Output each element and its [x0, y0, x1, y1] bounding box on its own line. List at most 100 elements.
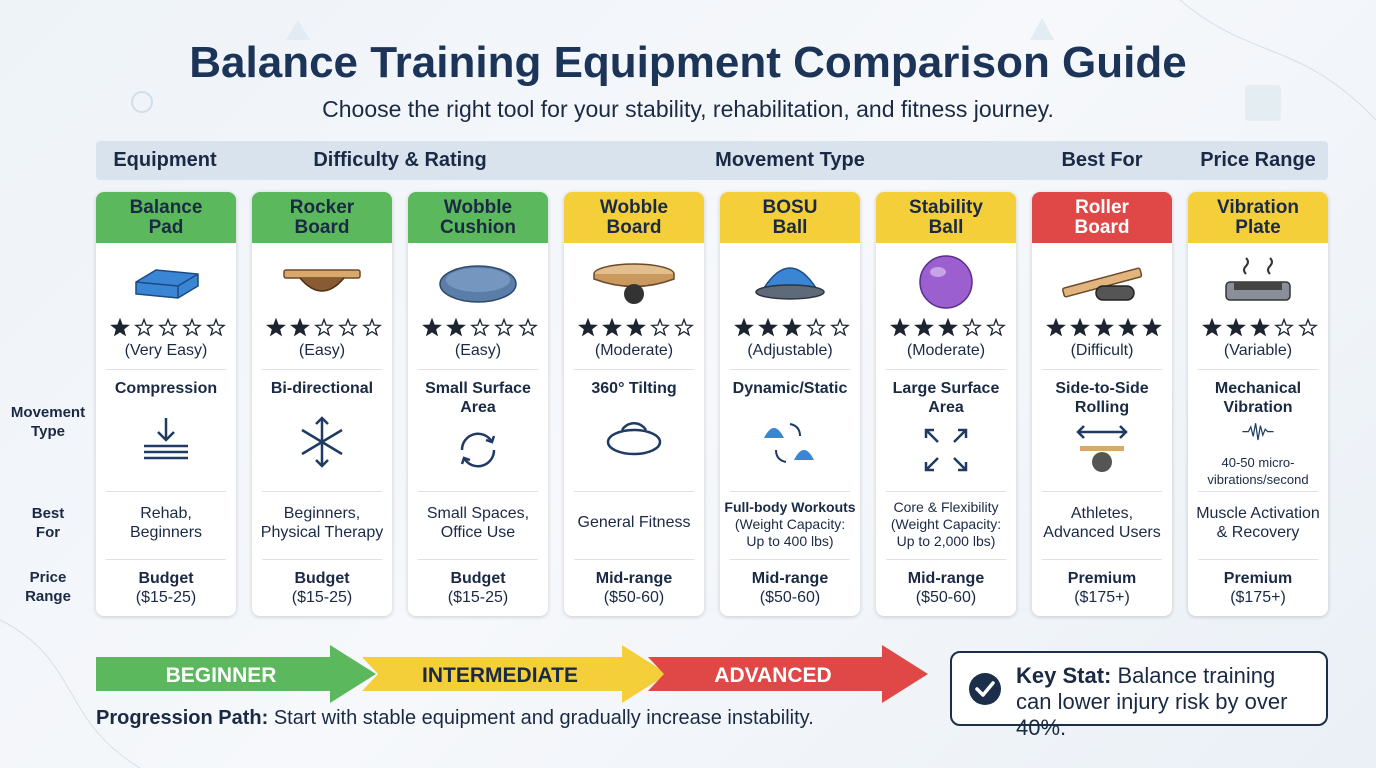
best-for-line: Athletes, — [1070, 505, 1134, 522]
best-for-line: Full-body Workouts — [724, 499, 856, 515]
divider — [1198, 491, 1318, 492]
movement-line: Dynamic/Static — [732, 380, 848, 397]
level-label: BEGINNER — [165, 664, 277, 687]
rating-stars — [422, 317, 538, 337]
row-label-line: For — [35, 524, 61, 541]
star — [1046, 317, 1066, 337]
movement-note: 40-50 micro-vibrations/second — [1188, 454, 1328, 488]
key-stat-label: Key Stat: — [1016, 663, 1112, 688]
rating — [110, 317, 226, 337]
price-line: Mid-range — [751, 570, 829, 587]
star — [134, 317, 154, 337]
best-for-line: Beginners — [129, 524, 203, 541]
card-header: BOSU Ball — [720, 192, 860, 243]
best-for-line: Beginners, — [283, 505, 361, 522]
best-for: Beginners, Physical Therapy — [252, 504, 392, 542]
divider — [1198, 559, 1318, 560]
price-line: Budget — [450, 570, 506, 587]
movement-icon — [144, 418, 188, 460]
row-label-line: Price — [29, 569, 67, 586]
best-for-line: (Weight Capacity: — [890, 516, 1002, 532]
card-header: Balance Pad — [96, 192, 236, 243]
best-for-line: Rehab, — [140, 505, 192, 522]
price-line: Premium — [1223, 570, 1293, 587]
price-line: Budget — [138, 570, 194, 587]
star — [1118, 317, 1138, 337]
price: Mid-range ($50-60) — [876, 569, 1016, 607]
best-for-line: & Recovery — [1216, 524, 1300, 541]
star — [1226, 317, 1246, 337]
equipment-card: Vibration Plate (Variable) Mechanical Vibrat… — [1188, 192, 1328, 616]
equipment-illustration — [755, 267, 825, 300]
movement-icon — [1076, 425, 1128, 472]
column-header: Equipment — [113, 149, 217, 171]
equipment-card: Wobble Cushion (Easy) Small Surface Area Smal… — [408, 192, 548, 616]
star — [650, 317, 670, 337]
price-line: ($50-60) — [759, 589, 821, 606]
star — [1094, 317, 1114, 337]
equipment-illustration — [1062, 267, 1143, 301]
movement-type: Large Surface Area — [876, 379, 1016, 417]
progression-arrows — [96, 645, 928, 703]
divider — [730, 491, 850, 492]
movement-type: Side-to-Side Rolling — [1032, 379, 1172, 417]
card-name: Plate — [1235, 216, 1281, 238]
difficulty: (Moderate) — [594, 342, 674, 359]
column-header: Difficulty & Rating — [313, 149, 487, 171]
star — [962, 317, 982, 337]
divider — [106, 369, 226, 370]
star — [938, 317, 958, 337]
column-header: Movement Type — [715, 149, 865, 171]
rating-stars — [578, 317, 694, 337]
star — [182, 317, 202, 337]
equipment-card: Roller Board (Difficult) Side-to-Side Rollin… — [1032, 192, 1172, 616]
best-for-line: Up to 400 lbs) — [746, 533, 834, 549]
star — [518, 317, 538, 337]
movement-icon — [924, 428, 968, 472]
row-label-line: Best — [31, 505, 65, 522]
level-label: ADVANCED — [714, 664, 832, 687]
best-for: Rehab, Beginners — [96, 504, 236, 542]
star — [1202, 317, 1222, 337]
key-stat-box: Key Stat: Balance training can lower inj… — [950, 651, 1328, 740]
movement-line: Compression — [114, 380, 218, 397]
movement-note-line: vibrations/second — [1207, 472, 1309, 487]
equipment-card: Rocker Board (Easy) Bi-directional Beginners… — [252, 192, 392, 616]
movement-type: Small Surface Area — [408, 379, 548, 417]
best-for: Muscle Activation & Recovery — [1188, 504, 1328, 542]
rating — [1202, 317, 1318, 337]
row-label: Movement Type — [8, 403, 88, 441]
key-stat-text: Key Stat: Balance training can lower inj… — [1016, 663, 1316, 741]
star — [578, 317, 598, 337]
divider — [106, 559, 226, 560]
price: Mid-range ($50-60) — [564, 569, 704, 607]
movement-line: 360° Tilting — [591, 380, 677, 397]
rating-stars — [110, 317, 226, 337]
divider — [574, 369, 694, 370]
card-header: Stability Ball — [876, 192, 1016, 243]
movement-type: Compression — [96, 379, 236, 398]
difficulty: (Easy) — [298, 342, 346, 359]
divider — [1042, 369, 1162, 370]
star — [986, 317, 1006, 337]
best-for-line: (Weight Capacity: — [734, 516, 846, 532]
price: Budget ($15-25) — [252, 569, 392, 607]
divider — [886, 369, 1006, 370]
title: Balance Training Equipment Comparison Gu… — [189, 38, 1187, 87]
equipment-card: Stability Ball (Moderate) Large Surface Area… — [876, 192, 1016, 616]
price-line: ($15-25) — [135, 589, 197, 606]
best-for-line: Office Use — [440, 524, 516, 541]
movement-note-line: 40-50 micro- — [1221, 455, 1295, 470]
divider — [730, 559, 850, 560]
star — [338, 317, 358, 337]
movement-icon — [301, 416, 343, 468]
price: Budget ($15-25) — [408, 569, 548, 607]
price: Budget ($15-25) — [96, 569, 236, 607]
movement-line: Area — [460, 399, 496, 416]
equipment-card: Balance Pad (Very Easy) Compression Rehab, Be… — [96, 192, 236, 616]
divider — [418, 559, 538, 560]
star — [806, 317, 826, 337]
divider — [262, 559, 382, 560]
best-for: Full-body Workouts (Weight Capacity: Up to… — [720, 499, 860, 550]
movement-line: Side-to-Side — [1055, 380, 1149, 397]
